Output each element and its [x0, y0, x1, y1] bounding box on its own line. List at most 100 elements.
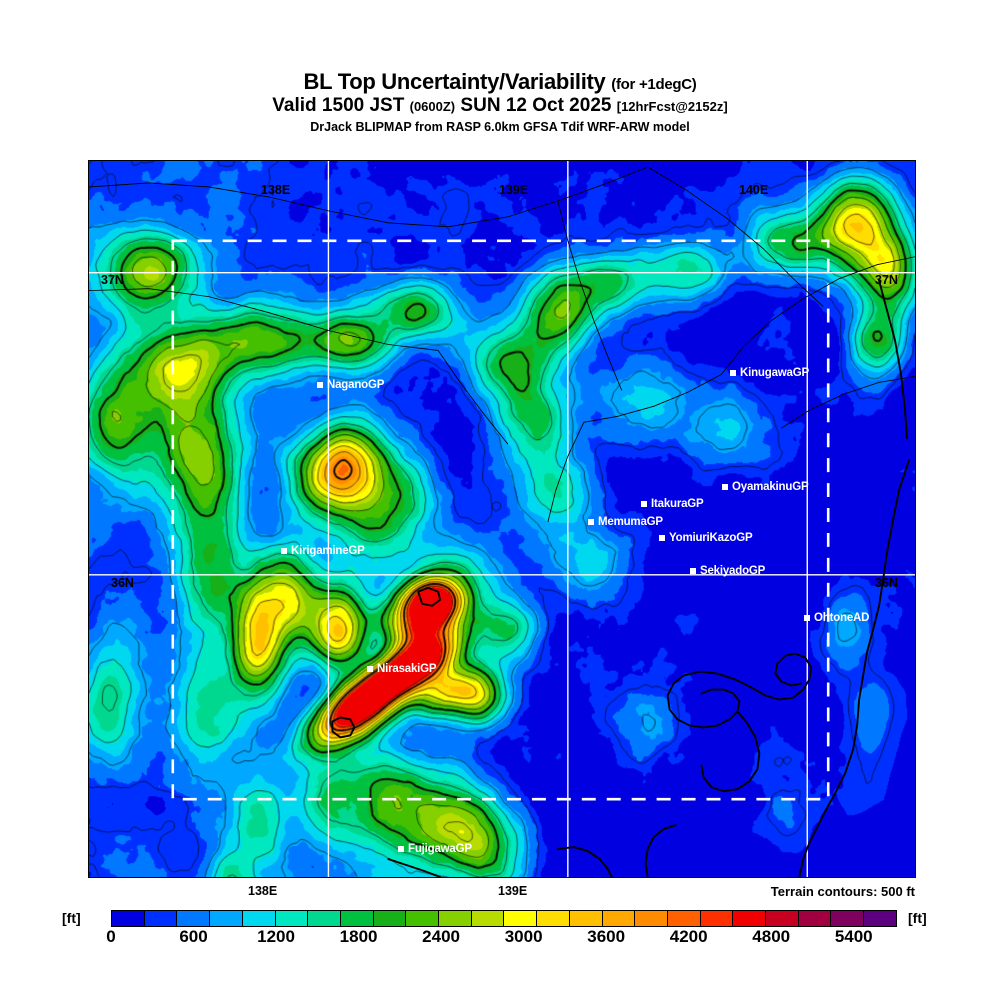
colorbar-tick: 4200	[669, 927, 708, 946]
colorbar-tick: 600	[179, 927, 208, 946]
station-dot-icon	[398, 846, 404, 852]
colorbar-tick: 0	[106, 927, 116, 946]
latitude-label: 37N	[101, 273, 124, 287]
valid-prefix: Valid 1500 JST	[272, 95, 405, 117]
colorbar-swatch	[275, 911, 309, 926]
colorbar-swatches	[111, 910, 897, 927]
station-dot-icon	[317, 382, 323, 388]
colorbar-swatch	[831, 911, 865, 926]
title-main: BL Top Uncertainty/Variability	[303, 69, 606, 94]
colorbar-swatch	[504, 911, 538, 926]
station-label: NirasakiGP	[377, 663, 437, 675]
station-label: NaganoGP	[327, 379, 385, 391]
station-label: ItakuraGP	[651, 498, 704, 510]
colorbar-tick: 3600	[587, 927, 626, 946]
coastline-path	[644, 824, 677, 877]
colorbar-swatch	[242, 911, 276, 926]
station-marker[interactable]: NirasakiGP	[367, 663, 437, 675]
latitude-label: 36N	[875, 576, 898, 590]
colorbar-swatch	[308, 911, 341, 926]
page-title: BL Top Uncertainty/Variability (for +1de…	[0, 70, 1000, 93]
longitude-label-bottom: 139E	[498, 884, 528, 898]
coastline-path	[556, 846, 613, 877]
colorbar-swatch	[439, 911, 472, 926]
map-vector-overlay	[89, 161, 915, 877]
station-marker[interactable]: MemumaGP	[588, 516, 663, 528]
boundary-path	[547, 422, 585, 523]
colorbar-swatch	[733, 911, 767, 926]
boundary-path	[721, 256, 915, 375]
colorbar-swatch	[471, 911, 505, 926]
colorbar: [ft] [ft] 0 600 1200 1800 2400 3000 3600 4200 48…	[0, 906, 1000, 961]
terrain-contour-note: Terrain contours: 500 ft	[770, 884, 915, 899]
station-marker[interactable]: YomiuriKazoGP	[659, 532, 753, 544]
valid-utc: (0600Z)	[409, 99, 456, 115]
station-marker[interactable]: FujigawaGP	[398, 843, 472, 855]
colorbar-swatch	[602, 911, 636, 926]
coastline-path	[417, 586, 442, 607]
title-block: BL Top Uncertainty/Variability (for +1de…	[0, 70, 1000, 134]
station-label: KinugawaGP	[740, 367, 809, 379]
station-label: KirigamineGP	[291, 545, 365, 557]
station-marker[interactable]: SekiyadoGP	[690, 565, 765, 577]
colorbar-swatch	[700, 911, 734, 926]
coastline-path	[331, 716, 356, 739]
colorbar-tick: 1800	[339, 927, 378, 946]
boundary-path	[437, 350, 509, 445]
station-marker[interactable]: OhtoneAD	[804, 612, 869, 624]
longitude-label: 139E	[499, 183, 529, 197]
station-label: MemumaGP	[598, 516, 663, 528]
station-dot-icon	[722, 484, 728, 490]
station-dot-icon	[804, 615, 810, 621]
coastline-path	[700, 710, 761, 793]
colorbar-tick: 3000	[504, 927, 543, 946]
station-label: SekiyadoGP	[700, 565, 766, 577]
longitude-label: 138E	[261, 183, 291, 197]
colorbar-swatch	[537, 911, 570, 926]
boundary-path	[89, 288, 439, 351]
station-marker[interactable]: OyamakinuGP	[722, 481, 809, 493]
colorbar-swatch	[569, 911, 603, 926]
colorbar-swatch	[144, 911, 178, 926]
colorbar-tick-labels: 0 600 1200 1800 2400 3000 3600 4200 4800 5400	[106, 927, 897, 951]
colorbar-tick: 5400	[834, 927, 873, 946]
coastline-path	[387, 858, 442, 877]
forecast-map[interactable]: 138E 139E 140E 37N 37N 36N 36N NaganoGP Kinugawa…	[88, 160, 916, 878]
forecast-tag: [12hrFcst@2152z]	[616, 99, 728, 115]
coastline-path	[666, 674, 741, 729]
colorbar-tick: 1200	[257, 927, 295, 946]
station-marker[interactable]: ItakuraGP	[641, 498, 704, 510]
station-marker[interactable]: NaganoGP	[317, 379, 384, 391]
station-marker[interactable]: KirigamineGP	[281, 545, 365, 557]
longitude-label-bottom: 138E	[248, 884, 278, 898]
coastline-path	[878, 279, 908, 440]
colorbar-swatch	[798, 911, 832, 926]
station-dot-icon	[588, 519, 594, 525]
colorbar-unit-right: [ft]	[908, 910, 927, 926]
boundary-path	[781, 375, 915, 429]
colorbar-swatch	[406, 911, 440, 926]
coastline-path	[798, 459, 910, 877]
valid-date: SUN 12 Oct 2025	[460, 95, 612, 117]
colorbar-swatch	[864, 911, 896, 926]
boundary-path	[89, 166, 648, 228]
colorbar-swatch	[340, 911, 374, 926]
map-raster-layer	[89, 161, 915, 877]
boundary-path	[583, 374, 722, 423]
colorbar-swatch	[766, 911, 799, 926]
colorbar-swatch	[112, 911, 145, 926]
station-label: OhtoneAD	[814, 612, 870, 624]
colorbar-swatch	[373, 911, 407, 926]
station-label: OyamakinuGP	[732, 481, 809, 493]
colorbar-swatch	[635, 911, 668, 926]
latitude-label: 36N	[111, 576, 134, 590]
longitude-label: 140E	[739, 183, 769, 197]
boundary-path	[557, 200, 623, 391]
station-dot-icon	[367, 666, 373, 672]
station-dot-icon	[281, 548, 287, 554]
colorbar-unit-left: [ft]	[62, 910, 81, 926]
colorbar-tick: 4800	[752, 927, 791, 946]
station-marker[interactable]: KinugawaGP	[730, 367, 809, 379]
station-dot-icon	[690, 568, 696, 574]
station-dot-icon	[641, 501, 647, 507]
